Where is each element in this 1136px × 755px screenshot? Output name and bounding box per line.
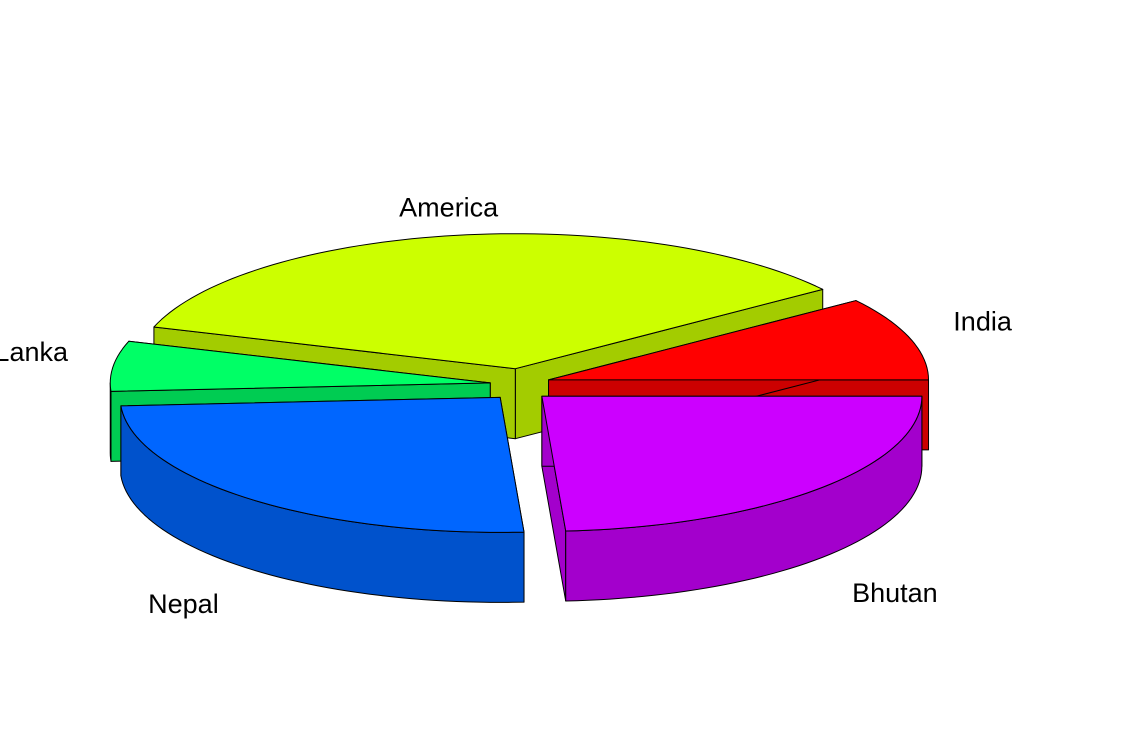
- pie-slices: [109, 233, 930, 603]
- pie-slice-bhutan: [541, 395, 923, 602]
- pie-label-america: America: [399, 193, 499, 223]
- pie-slice-nepal: [120, 396, 525, 603]
- pie-label-bhutan: Bhutan: [852, 578, 938, 608]
- pie-label-shri-lanka: Shri Lanka: [0, 337, 69, 367]
- pie-slice-top-nepal: [120, 396, 525, 533]
- pie-slice-top-shri-lanka: [109, 340, 491, 392]
- pie-slice-top-bhutan: [541, 395, 923, 532]
- pie-slice-top-india: [548, 300, 930, 381]
- pie-label-india: India: [953, 306, 1013, 336]
- pie-label-nepal: Nepal: [148, 589, 219, 619]
- pie-slice-rim-shri-lanka: [109, 382, 112, 462]
- pie-slice-top-america: [153, 233, 824, 370]
- pie-labels: India America Shri Lanka Nepal Bhutan: [0, 193, 1013, 619]
